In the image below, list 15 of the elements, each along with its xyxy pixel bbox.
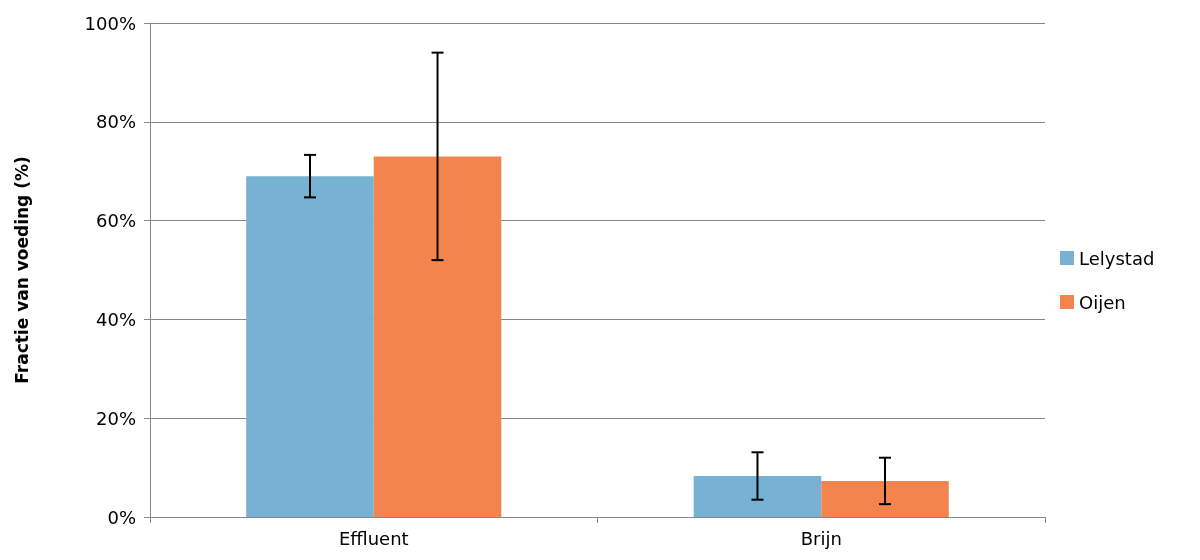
y-tick-label: 0% xyxy=(107,506,136,528)
legend-label: Lelystad xyxy=(1079,247,1155,269)
legend-label: Oijen xyxy=(1079,291,1126,313)
y-tick-label: 60% xyxy=(95,210,136,232)
y-axis-title: Fractie van voeding (%) xyxy=(11,156,32,384)
x-tick-label: Brijn xyxy=(800,527,842,549)
bar xyxy=(693,476,822,517)
y-tick-label: 100% xyxy=(84,12,136,34)
y-tick-label: 20% xyxy=(95,407,136,429)
y-tick-label: 40% xyxy=(95,308,136,330)
bar xyxy=(373,156,502,517)
bar xyxy=(246,176,374,517)
y-tick-label: 80% xyxy=(95,111,136,133)
bar xyxy=(821,480,949,517)
x-tick-label: Effluent xyxy=(338,527,409,549)
